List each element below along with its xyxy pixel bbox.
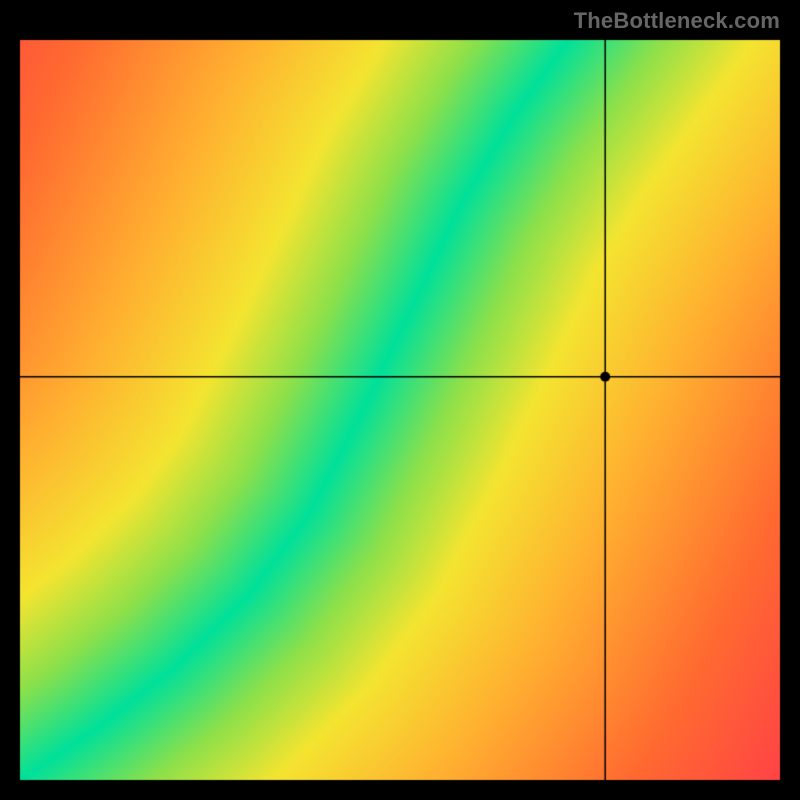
heatmap-canvas — [0, 0, 800, 800]
watermark-text: TheBottleneck.com — [574, 8, 780, 34]
chart-container: TheBottleneck.com — [0, 0, 800, 800]
